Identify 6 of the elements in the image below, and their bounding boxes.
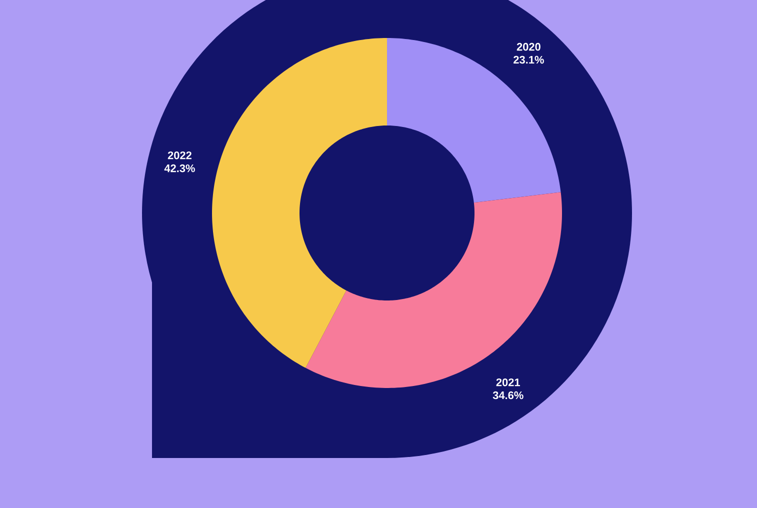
data-label: 42.3% — [164, 164, 195, 172]
slice-label: 2021 — [496, 378, 520, 386]
slice-label: 2022 — [168, 151, 192, 160]
data-label: 34.6% — [492, 391, 524, 400]
data-label: 23.1% — [514, 56, 544, 64]
slice-label: 2020 — [516, 42, 540, 51]
